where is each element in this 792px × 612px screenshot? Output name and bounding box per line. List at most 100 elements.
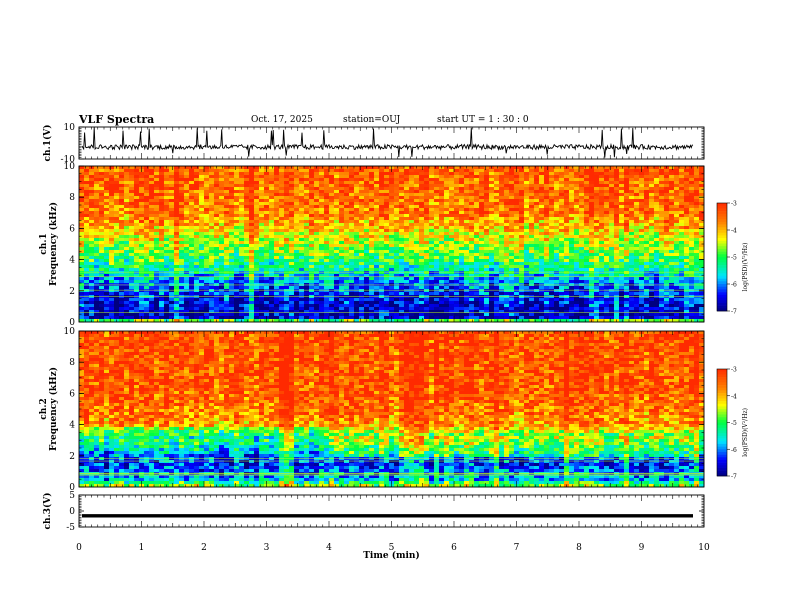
spectrogram-cell [474,166,480,170]
spectrogram-cell [274,259,280,263]
spectrogram-cell [669,223,675,227]
spectrogram-cell [644,214,650,218]
spectrogram-cell [644,235,650,239]
spectrogram-cell [539,271,545,275]
spectrogram-cell [294,268,300,272]
spectrogram-cell [119,214,125,218]
spectrogram-cell [414,274,420,278]
spectrogram-cell [604,175,610,179]
spectrogram-cell [569,208,575,212]
spectrogram-cell [354,241,360,245]
spectrogram-cell [464,178,470,182]
spectrogram-cell [594,211,600,215]
spectrogram-cell [319,187,325,191]
spectrogram-cell [699,184,705,188]
spectrogram-cell [79,184,85,188]
spectrogram-cell [239,178,245,182]
spectrogram-cell [504,271,510,275]
spectrogram-cell [469,220,475,224]
spectrogram-cell [279,226,285,230]
spectrogram-cell [354,184,360,188]
spectrogram-cell [394,232,400,236]
spectrogram-cell [134,175,140,179]
spectrogram-cell [139,184,145,188]
spectrogram-cell [614,184,620,188]
spectrogram-cell [674,214,680,218]
spectrogram-cell [214,244,220,248]
spectrogram-cell [619,226,625,230]
spectrogram-cell [404,262,410,266]
spectrogram-cell [179,214,185,218]
spectrogram-cell [134,238,140,242]
spectrogram-cell [414,277,420,281]
spectrogram-cell [219,235,225,239]
spectrogram-cell [244,241,250,245]
spectrogram-cell [224,181,230,185]
spectrogram-cell [394,166,400,170]
spectrogram-cell [184,202,190,206]
spectrogram-cell [199,184,205,188]
spectrogram-cell [84,196,90,200]
spectrogram-cell [509,265,515,269]
spectrogram-cell [634,226,640,230]
spectrogram-cell [439,205,445,209]
spectrogram-cell [139,214,145,218]
spectrogram-cell [119,262,125,266]
spectrogram-cell [309,175,315,179]
spectrogram-cell [659,220,665,224]
spectrogram-cell [579,178,585,182]
spectrogram-cell [184,280,190,284]
spectrogram-cell [444,256,450,260]
spectrogram-cell [239,235,245,239]
spectrogram-cell [284,217,290,221]
spectrogram-cell [204,211,210,215]
spectrogram-cell [434,271,440,275]
spectrogram-cell [669,172,675,176]
spectrogram-cell [374,187,380,191]
spectrogram-cell [284,250,290,254]
spectrogram-cell [244,274,250,278]
spectrogram-cell [189,277,195,281]
spectrogram-cell [634,247,640,251]
spectrogram-cell [384,169,390,173]
spectrogram-cell [459,169,465,173]
spectrogram-cell [374,193,380,197]
spectrogram-cell [419,268,425,272]
spectrogram-cell [579,193,585,197]
spectrogram-cell [154,223,160,227]
spectrogram-cell [154,175,160,179]
spectrogram-cell [554,274,560,278]
spectrogram-cell [509,247,515,251]
spectrogram-cell [164,238,170,242]
spectrogram-cell [614,238,620,242]
spectrogram-cell [474,244,480,248]
spectrogram-cell [669,265,675,269]
spectrogram-cell [639,178,645,182]
spectrogram-cell [459,271,465,275]
spectrogram-cell [679,268,685,272]
spectrogram-cell [89,184,95,188]
spectrogram-cell [534,205,540,209]
spectrogram-cell [424,277,430,281]
spectrogram-cell [464,232,470,236]
spectrogram-cell [374,277,380,281]
spectrogram-cell [169,193,175,197]
spectrogram-cell [149,271,155,275]
spectrogram-cell [89,238,95,242]
spectrogram-cell [129,274,135,278]
spectrogram-cell [674,244,680,248]
spectrogram-cell [604,265,610,269]
spectrogram-cell [579,241,585,245]
spectrogram-cell [509,235,515,239]
spectrogram-cell [489,235,495,239]
spectrogram-cell [549,190,555,194]
spectrogram-cell [564,274,570,278]
spectrogram-cell [319,229,325,233]
spectrogram-cell [149,217,155,221]
spectrogram-cell [549,268,555,272]
spectrogram-cell [104,262,110,266]
spectrogram-cell [464,265,470,269]
spectrogram-cell [549,241,555,245]
spectrogram-cell [199,211,205,215]
spectrogram-cell [344,232,350,236]
